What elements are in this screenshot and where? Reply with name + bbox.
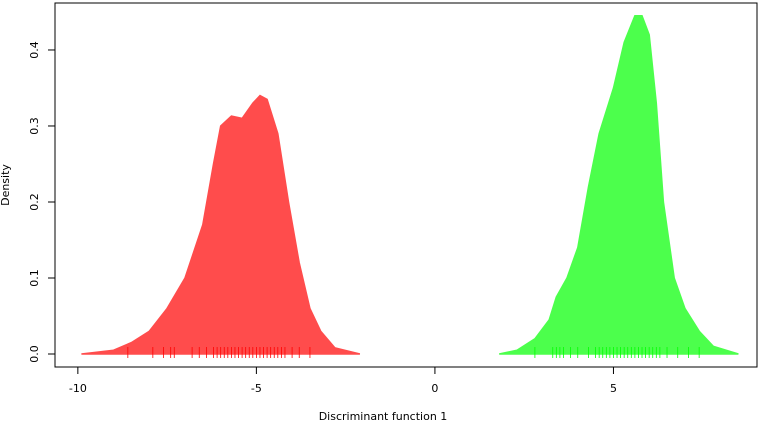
y-tick-label: 0.1 [28, 269, 41, 287]
x-axis-title: Discriminant function 1 [319, 410, 448, 423]
y-tick-label: 0.3 [28, 117, 41, 135]
x-tick-label: -5 [251, 382, 262, 395]
x-tick-label: 0 [431, 382, 438, 395]
density-area [499, 15, 739, 355]
y-tick-label: 0.2 [28, 193, 41, 211]
y-tick-label: 0.0 [28, 345, 41, 363]
density-area [81, 94, 361, 355]
y-tick-label: 0.4 [28, 41, 41, 59]
x-tick-label: -10 [69, 382, 87, 395]
y-axis-title: Density [0, 164, 12, 206]
x-tick-label: 5 [610, 382, 617, 395]
